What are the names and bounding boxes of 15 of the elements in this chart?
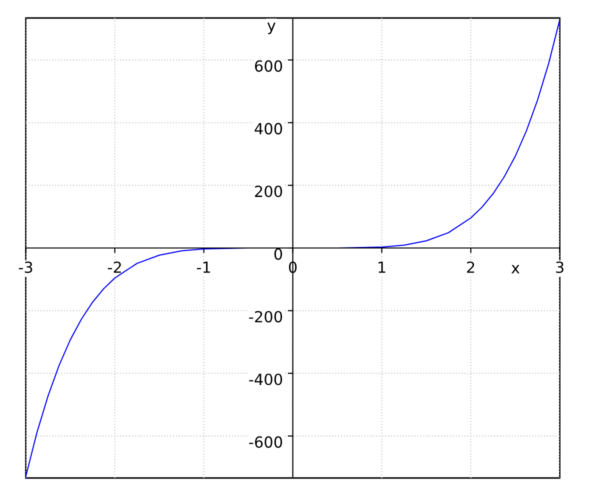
y-tick-label: -200 bbox=[249, 310, 282, 322]
y-tick-label: -400 bbox=[249, 374, 282, 386]
x-axis-title: x bbox=[511, 265, 520, 274]
x-tick-label: -3 bbox=[18, 261, 32, 274]
y-tick-label: 600 bbox=[254, 60, 282, 72]
x-tick-label: -1 bbox=[196, 262, 210, 273]
y-tick-label: -600 bbox=[249, 436, 282, 448]
y-tick-label: 400 bbox=[254, 122, 282, 134]
y-tick-label: 0 bbox=[274, 248, 282, 260]
y-tick-label: 200 bbox=[255, 186, 282, 198]
x-tick-label: -2 bbox=[108, 261, 121, 273]
x-tick-label: 2 bbox=[467, 261, 474, 273]
x-tick-label: 3 bbox=[556, 261, 564, 274]
y-axis-title: y bbox=[267, 22, 276, 34]
x-tick-label: 1 bbox=[378, 262, 386, 273]
